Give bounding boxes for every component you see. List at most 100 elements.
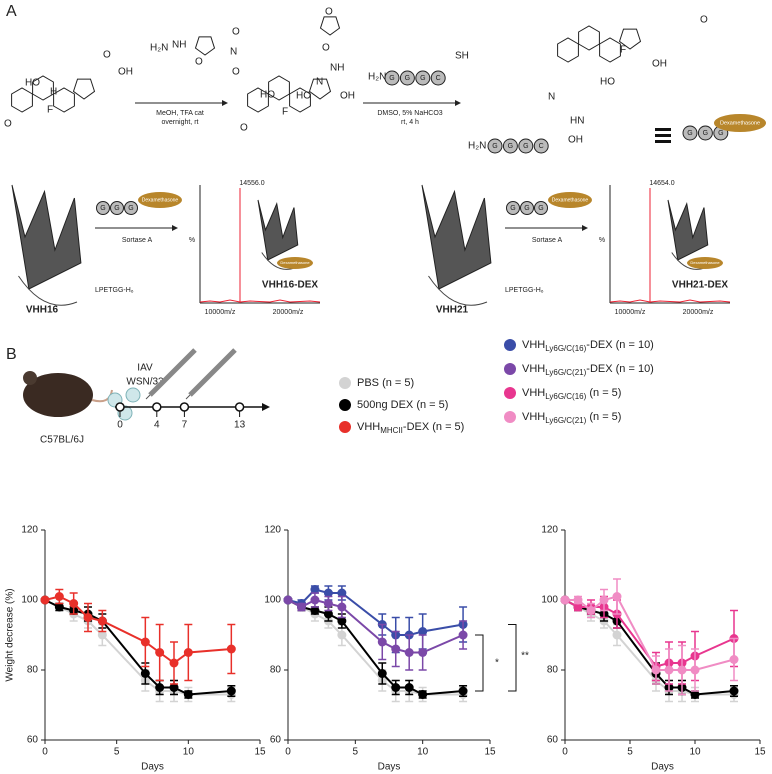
protein-ribbon <box>667 199 709 261</box>
atom: O <box>322 43 330 54</box>
legend-swatch <box>339 377 351 389</box>
y-tick-label: 80 <box>547 665 559 676</box>
product-name: VHH16-DEX <box>262 280 318 291</box>
data-point <box>283 595 293 605</box>
timeline-day <box>115 402 125 412</box>
series-line <box>564 599 735 668</box>
x-tick-label: 5 <box>114 747 120 758</box>
atom: N <box>316 77 323 88</box>
residue-label: C <box>436 75 441 82</box>
chem-ring <box>557 37 579 63</box>
virus <box>125 387 141 403</box>
dexamethasone-tag <box>277 257 313 269</box>
data-point <box>418 648 428 657</box>
y-tick-label: 60 <box>270 735 282 746</box>
peptide-residue <box>96 201 110 215</box>
mouse <box>23 373 93 417</box>
dexamethasone-tag <box>714 114 766 132</box>
strain: C57BL/6J <box>40 435 84 446</box>
legend-text: VHH <box>357 421 380 433</box>
timeline-day <box>179 402 190 412</box>
data-point <box>690 665 700 675</box>
panel-label: A <box>6 3 17 20</box>
atom: HO <box>260 90 275 101</box>
residue-label: G <box>524 205 529 212</box>
arrow-head <box>262 403 270 411</box>
legend-text: 500ng DEX (n = 5) <box>357 399 448 411</box>
y-tick-label: 120 <box>264 525 281 536</box>
ms-baseline <box>199 299 321 303</box>
residue-label: G <box>510 205 515 212</box>
protein-name: VHH21 <box>436 305 469 316</box>
timeline-label: 7 <box>182 420 188 431</box>
peptide-residue <box>502 138 518 154</box>
series-line <box>44 599 232 696</box>
atom: OH <box>118 67 133 78</box>
data-point <box>310 606 320 615</box>
peptide-residue <box>520 201 534 215</box>
legend-suffix: (n = 5) <box>586 387 621 399</box>
protein-ribbon <box>421 184 492 290</box>
data-point <box>377 637 387 647</box>
residue-label: G <box>492 143 497 150</box>
series-line <box>44 599 232 696</box>
data-point <box>323 599 333 608</box>
atom: H₂N <box>468 141 486 152</box>
legend-subscript: Ly6G/C(16) <box>545 392 586 401</box>
data-point <box>337 602 347 612</box>
atom: OH <box>652 59 667 70</box>
dexamethasone-label: Dexamethasone <box>552 197 589 203</box>
chem-ring <box>194 36 216 56</box>
x-tick-label: 0 <box>562 747 568 758</box>
dexamethasone-label: Dexamethasone <box>142 197 179 203</box>
data-point <box>404 683 414 692</box>
data-point <box>183 648 193 657</box>
chem-ring <box>289 87 311 113</box>
arrow-head <box>172 225 178 231</box>
timeline-day <box>234 402 245 412</box>
data-point <box>169 658 179 668</box>
data-point <box>337 588 347 598</box>
data-point <box>377 669 387 678</box>
data-point <box>140 669 150 678</box>
data-point <box>573 602 583 612</box>
peptide-residue <box>399 70 415 86</box>
atom: F <box>620 45 626 56</box>
virus-label: IAV <box>137 363 153 374</box>
legend-swatch <box>504 387 516 399</box>
legend-swatch <box>504 363 516 375</box>
data-point <box>677 665 687 675</box>
atom: O <box>240 123 248 134</box>
legend-subscript: Ly6G/C(16) <box>545 344 586 353</box>
legend-text: VHH <box>522 363 545 375</box>
significance-label: ** <box>521 651 529 662</box>
condition: DMSO, 5% NaHCO3 <box>377 110 442 117</box>
atom: HO <box>600 77 615 88</box>
timeline-day <box>152 402 162 412</box>
dexamethasone-label: Dexamethasone <box>720 120 760 126</box>
atom: N <box>230 47 237 58</box>
data-point <box>169 683 179 692</box>
atom: HN <box>570 116 584 127</box>
data-point <box>323 588 333 598</box>
residue-label: G <box>114 205 119 212</box>
series-line <box>287 588 464 636</box>
significance-bracket <box>475 634 484 692</box>
y-tick-label: 100 <box>541 595 558 606</box>
chem-ring <box>53 87 75 113</box>
y-tick-label: 120 <box>21 525 38 536</box>
atom: O <box>700 15 708 26</box>
legend-suffix: -DEX (n = 10) <box>586 339 654 351</box>
series-line <box>287 599 464 696</box>
peptide-residue <box>487 138 503 154</box>
data-point <box>97 616 107 626</box>
atom: O <box>232 27 240 38</box>
atom: N <box>548 92 555 103</box>
legend-label: 500ng DEX (n = 5) <box>357 399 448 411</box>
legend-suffix: (n = 5) <box>586 411 621 423</box>
residue-label: G <box>508 143 513 150</box>
data-point <box>586 606 596 615</box>
enzyme-label: Sortase A <box>532 237 563 244</box>
series-line <box>44 595 232 665</box>
ms-y-label: % <box>599 237 605 244</box>
